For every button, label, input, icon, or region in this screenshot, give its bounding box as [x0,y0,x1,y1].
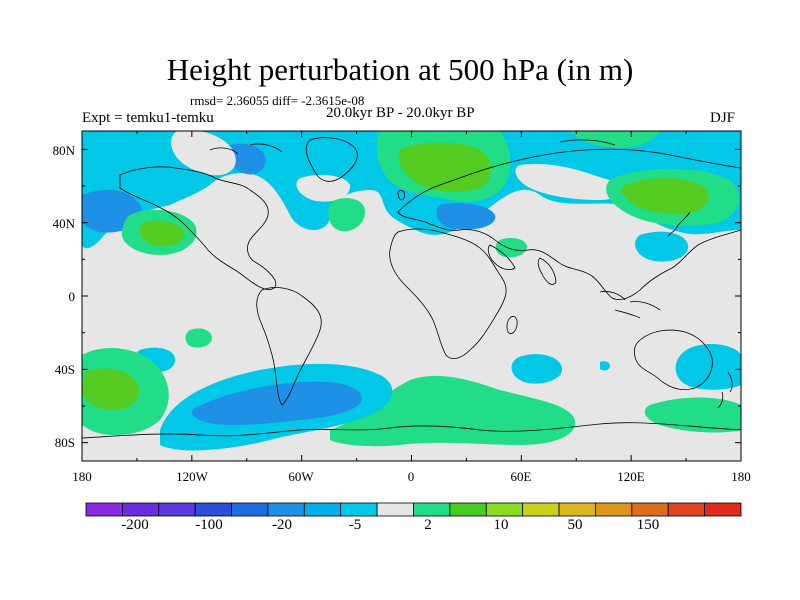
coastline [256,287,322,406]
anomaly-region [296,174,351,202]
lon-label: 180 [731,469,751,484]
lat-label: 40N [52,216,75,231]
season-label: DJF [710,110,736,126]
anomaly-region [226,143,266,175]
coastline [599,291,661,319]
anomaly-region [82,368,140,411]
colorbar-label: 2 [424,517,432,533]
colorbar-box [158,502,196,517]
anomaly-region [511,354,563,384]
colorbar-box [121,502,160,517]
anomaly-region [635,231,689,262]
colorbar-label: -5 [348,517,362,533]
coastline [209,139,616,155]
colorbar-box [267,502,305,517]
anomaly-region [675,344,741,390]
coastline [633,329,713,390]
coastline [82,422,741,439]
lat-label: 80N [52,143,75,158]
lon-label: 180 [72,469,92,484]
period-label: 20.0kyr BP - 20.0kyr BP [326,105,475,121]
coastline [397,148,741,300]
anomaly-region [139,220,185,247]
colorbar-box [522,502,560,517]
colorbar-box [85,502,123,517]
lon-label: 60W [288,469,314,484]
lat-label: 80S [54,435,75,450]
anomaly-region [191,381,363,426]
experiment-label: Expt = temku1-temku [82,110,214,126]
colorbar-label: 50 [567,517,583,533]
colorbar-box [413,502,451,517]
anomaly-region [171,131,236,176]
lon-label: 120W [176,469,208,484]
colorbar [85,502,742,517]
lon-label: 120E [617,469,645,484]
anomaly-region [185,328,212,348]
coastline [305,137,358,182]
coastline [397,190,405,201]
coastline [667,211,691,237]
colorbar-box [631,502,669,517]
colorbar-box [376,502,414,517]
anomaly-region [515,163,621,200]
colorbar-box [485,502,524,517]
colorbar-box [340,502,378,517]
colorbar-box [194,502,232,517]
anomaly-region [436,203,496,230]
colorbar-box [449,502,487,517]
colorbar-box [595,502,633,517]
lat-label: 40S [54,362,75,377]
coastlines [82,137,741,439]
colorbar-label: -200 [121,517,149,533]
coastline [389,228,507,360]
anomaly-region [644,397,741,433]
lon-label: 60E [510,469,532,484]
lat-label: 0 [68,289,76,304]
anomaly-shading [82,131,741,451]
anomaly-region [570,131,660,148]
plot-title: Height perturbation at 500 hPa (in m) [166,52,634,87]
colorbar-box [231,502,269,517]
anomaly-region [600,361,610,371]
colorbar-label: 10 [493,517,509,533]
coastline [506,316,518,334]
lon-label: 0 [407,469,415,484]
colorbar-label: -20 [272,517,292,533]
colorbar-label: -100 [195,517,223,533]
stats-text: rmsd= 2.36055 diff= -2.3615e-08 [190,93,365,108]
colorbar-box [667,502,706,517]
coastline [717,371,733,409]
coastline [119,166,277,290]
colorbar-box [303,502,342,517]
coastline [487,244,557,285]
anomaly-region [328,198,365,232]
anomaly-region [621,178,709,215]
anomaly-region [398,142,492,192]
colorbar-box [704,502,742,517]
colorbar-label: 150 [636,517,660,533]
colorbar-box [558,502,596,517]
anomaly-region [495,238,528,258]
